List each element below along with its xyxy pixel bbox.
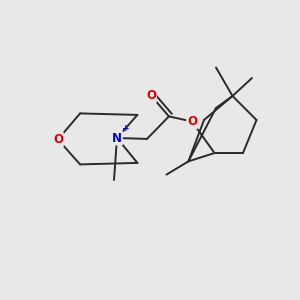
Text: N: N — [112, 131, 122, 145]
Text: O: O — [53, 133, 63, 146]
Text: O: O — [187, 115, 197, 128]
Text: +: + — [122, 124, 130, 134]
Text: O: O — [146, 89, 156, 102]
